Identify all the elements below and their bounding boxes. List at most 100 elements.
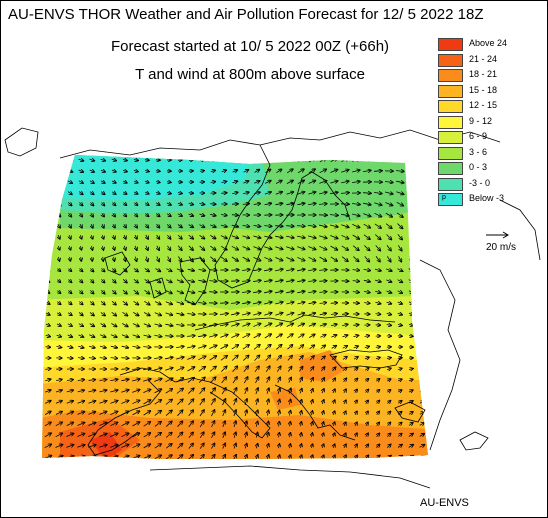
wind-arrow — [364, 336, 370, 337]
wind-arrow — [231, 345, 239, 350]
wind-arrow — [58, 223, 60, 228]
wind-arrow — [308, 256, 316, 261]
wind-arrow — [364, 291, 370, 292]
legend-label: 3 - 6 — [469, 146, 488, 157]
wind-arrow — [276, 366, 280, 372]
wind-arrow — [210, 204, 215, 205]
wind-arrow — [66, 412, 74, 415]
wind-arrow — [253, 236, 260, 238]
wind-arrow — [102, 213, 104, 216]
wind-arrow — [177, 455, 182, 459]
wind-arrow — [110, 379, 117, 380]
wind-arrow — [78, 170, 84, 172]
wind-arrow — [88, 434, 95, 437]
wind-arrow — [231, 215, 238, 216]
wind-arrow — [397, 223, 403, 229]
wind-arrow — [199, 399, 204, 406]
wind-arrow — [198, 367, 205, 372]
wind-arrow — [100, 335, 105, 337]
wind-arrow — [121, 358, 128, 359]
wind-arrow — [279, 444, 280, 449]
wind-arrow — [146, 245, 148, 250]
wind-arrow — [386, 234, 392, 240]
wind-arrow — [352, 292, 359, 293]
wind-arrow — [275, 313, 282, 316]
wind-arrow — [111, 311, 117, 315]
wind-arrow — [297, 280, 305, 281]
wind-arrow — [210, 235, 215, 238]
wind-arrow — [355, 444, 357, 449]
wind-arrow — [245, 388, 248, 395]
wind-arrow — [319, 192, 327, 194]
wind-arrow — [81, 256, 82, 261]
wind-arrow — [90, 290, 93, 293]
wind-arrow — [352, 245, 359, 251]
wind-arrow — [308, 324, 315, 327]
wind-arrow — [210, 455, 214, 459]
wind-arrow — [58, 245, 59, 250]
wind-arrow — [286, 291, 294, 293]
wind-arrow — [187, 314, 195, 315]
wind-arrow — [154, 455, 161, 459]
wind-arrow — [165, 378, 172, 383]
wind-arrows — [44, 158, 426, 459]
wind-arrow — [124, 224, 126, 227]
wind-arrow — [353, 256, 358, 262]
wind-arrow — [307, 236, 316, 238]
wind-arrow — [286, 246, 294, 250]
wind-arrow — [275, 302, 283, 304]
wind-arrow — [243, 355, 248, 361]
wind-arrow — [132, 433, 140, 438]
wind-arrow — [355, 389, 357, 392]
wind-arrow — [363, 170, 371, 171]
wind-arrow — [344, 444, 346, 448]
wind-arrow — [132, 390, 139, 393]
wind-arrow — [77, 358, 84, 359]
wind-arrow — [100, 159, 106, 161]
wind-arrow — [278, 388, 280, 394]
wind-arrow — [253, 280, 261, 281]
wind-arrow — [177, 444, 183, 449]
wind-arrow — [352, 234, 360, 239]
wind-arrow — [77, 445, 84, 448]
wind-arrow — [91, 234, 92, 239]
wind-arrow — [354, 368, 357, 371]
wind-arrow — [245, 410, 247, 417]
wind-arrow — [297, 203, 304, 204]
wind-arrow — [143, 422, 151, 427]
wind-arrow — [419, 302, 424, 304]
wind-arrow — [145, 192, 149, 194]
wind-arrow — [352, 214, 360, 216]
wind-arrow — [398, 423, 401, 426]
wind-arrow — [290, 444, 291, 449]
wind-arrow — [88, 380, 96, 381]
legend-swatch — [438, 38, 463, 51]
wind-arrow — [419, 456, 424, 458]
legend-label: 0 - 3 — [469, 162, 488, 172]
wind-arrow — [376, 368, 380, 370]
wind-arrow — [110, 422, 117, 427]
wind-arrow — [211, 432, 215, 438]
legend-marker: p — [442, 194, 446, 201]
wind-arrow — [363, 234, 370, 239]
wind-arrow — [287, 345, 293, 350]
wind-arrow — [165, 357, 173, 359]
wind-arrow — [387, 379, 390, 381]
wind-arrow — [166, 224, 171, 227]
wind-arrow — [333, 444, 335, 448]
wind-arrow — [243, 366, 248, 373]
wind-arrow — [366, 422, 368, 425]
wind-arrow — [319, 225, 327, 227]
wind-arrow — [58, 269, 61, 272]
wind-arrow — [408, 369, 413, 370]
wind-arrow — [398, 379, 402, 381]
wind-arrow — [103, 245, 104, 250]
wind-arrow — [320, 356, 325, 361]
wind-arrow — [322, 389, 324, 394]
wind-arrow — [286, 180, 293, 184]
wind-arrow — [78, 313, 83, 316]
wind-arrow — [88, 346, 95, 348]
wind-arrow — [67, 181, 73, 183]
wind-arrow — [407, 201, 414, 206]
wind-arrow — [77, 434, 84, 437]
